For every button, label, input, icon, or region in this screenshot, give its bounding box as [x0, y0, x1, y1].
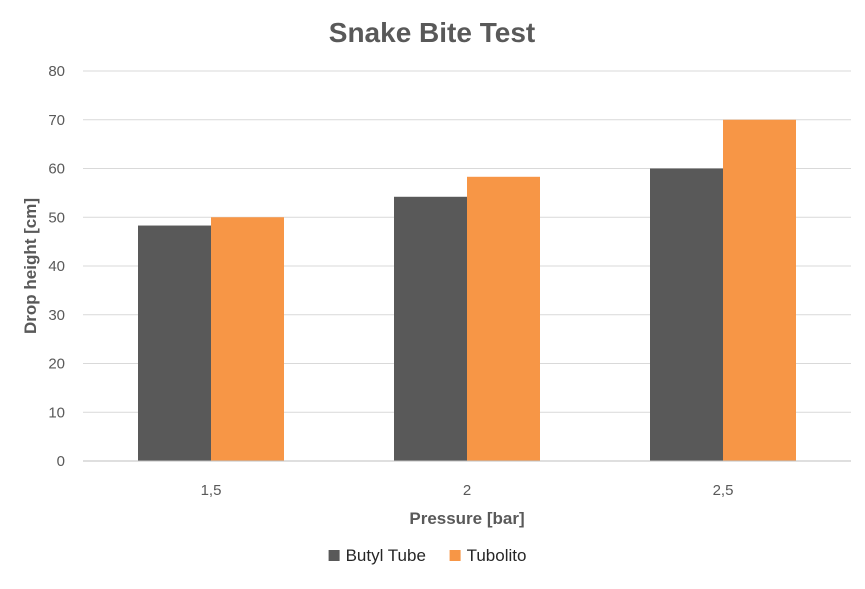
x-axis-title: Pressure [bar]	[409, 509, 524, 528]
y-tick-label: 40	[48, 258, 65, 275]
y-axis-title: Drop height [cm]	[21, 198, 40, 334]
legend: Butyl Tube Tubolito	[328, 546, 527, 565]
y-tick-label: 20	[48, 356, 65, 373]
x-tick-label: 2	[463, 482, 471, 499]
bar-tubolito-0	[211, 217, 284, 461]
y-tick-label: 30	[48, 307, 65, 324]
bar-tubolito-1	[467, 176, 540, 461]
x-tick-label: 1,5	[201, 482, 222, 499]
y-tick-label: 80	[48, 63, 65, 80]
bars	[138, 119, 796, 461]
bar-tubolito-2	[723, 119, 796, 461]
y-tick-labels: 0 10 20 30 40 50 60 70 80	[48, 63, 65, 470]
bar-butyl-tube-2	[650, 168, 723, 461]
bar-butyl-tube-0	[138, 225, 211, 461]
x-tick-label: 2,5	[713, 482, 734, 499]
y-tick-label: 50	[48, 209, 65, 226]
chart-title: Snake Bite Test	[329, 17, 535, 48]
legend-label-butyl-tube: Butyl Tube	[346, 546, 426, 565]
y-tick-label: 0	[57, 453, 65, 470]
y-tick-label: 10	[48, 404, 65, 421]
bar-butyl-tube-1	[394, 196, 467, 461]
legend-swatch-tubolito	[449, 550, 461, 561]
x-tick-labels: 1,5 2 2,5	[201, 482, 734, 499]
legend-label-tubolito: Tubolito	[467, 546, 527, 565]
legend-swatch-butyl-tube	[328, 550, 340, 561]
y-tick-label: 60	[48, 161, 65, 178]
y-tick-label: 70	[48, 112, 65, 129]
